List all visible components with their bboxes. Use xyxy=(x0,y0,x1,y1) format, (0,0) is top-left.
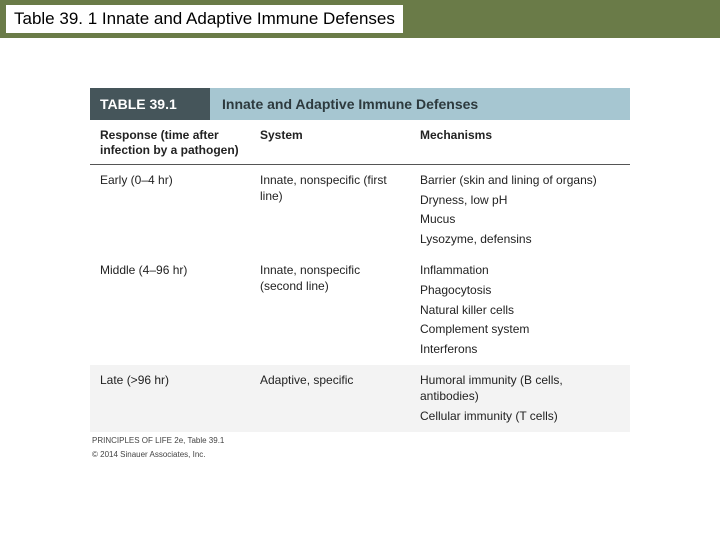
table-number: TABLE 39.1 xyxy=(90,88,210,120)
mechanism-item: Natural killer cells xyxy=(420,303,620,319)
mechanism-item: Complement system xyxy=(420,322,620,338)
table-title-row: TABLE 39.1 Innate and Adaptive Immune De… xyxy=(90,88,630,120)
table-title: Innate and Adaptive Immune Defenses xyxy=(210,88,630,120)
table-row: Late (>96 hr)Adaptive, specificHumoral i… xyxy=(90,365,630,432)
col-header-system: System xyxy=(250,128,410,158)
cell-time: Late (>96 hr) xyxy=(90,373,250,389)
mechanism-item: Humoral immunity (B cells, antibodies) xyxy=(420,373,620,404)
cell-system: Innate, nonspecific (second line) xyxy=(250,263,410,294)
col-header-mechanisms: Mechanisms xyxy=(410,128,630,158)
slide-title: Table 39. 1 Innate and Adaptive Immune D… xyxy=(14,9,395,28)
table-body: Early (0–4 hr)Innate, nonspecific (first… xyxy=(90,165,630,432)
slide-title-bar: Table 39. 1 Innate and Adaptive Immune D… xyxy=(0,0,720,38)
table-figure: TABLE 39.1 Innate and Adaptive Immune De… xyxy=(0,38,720,459)
mechanism-item: Mucus xyxy=(420,212,620,228)
mechanism-item: Lysozyme, defensins xyxy=(420,232,620,248)
table-row: Early (0–4 hr)Innate, nonspecific (first… xyxy=(90,165,630,255)
table-row: Middle (4–96 hr)Innate, nonspecific (sec… xyxy=(90,255,630,365)
mechanism-item: Cellular immunity (T cells) xyxy=(420,409,620,425)
mechanism-item: Interferons xyxy=(420,342,620,358)
mechanism-item: Phagocytosis xyxy=(420,283,620,299)
col-header-response: Response (time after infection by a path… xyxy=(90,128,250,158)
figure-credit-line2: © 2014 Sinauer Associates, Inc. xyxy=(90,450,630,460)
cell-time: Early (0–4 hr) xyxy=(90,173,250,189)
mechanism-item: Inflammation xyxy=(420,263,620,279)
cell-system: Adaptive, specific xyxy=(250,373,410,389)
cell-mechanisms: Barrier (skin and lining of organs) Dryne… xyxy=(410,173,630,247)
slide-title-box: Table 39. 1 Innate and Adaptive Immune D… xyxy=(6,5,403,33)
cell-mechanisms: Inflammation Phagocytosis Natural killer c… xyxy=(410,263,630,357)
mechanism-item: Dryness, low pH xyxy=(420,193,620,209)
cell-mechanisms: Humoral immunity (B cells, antibodies) Ce… xyxy=(410,373,630,424)
table-column-headers: Response (time after infection by a path… xyxy=(90,120,630,165)
figure-credit-line1: PRINCIPLES OF LIFE 2e, Table 39.1 xyxy=(90,436,630,446)
cell-time: Middle (4–96 hr) xyxy=(90,263,250,279)
mechanism-item: Barrier (skin and lining of organs) xyxy=(420,173,620,189)
cell-system: Innate, nonspecific (first line) xyxy=(250,173,410,204)
